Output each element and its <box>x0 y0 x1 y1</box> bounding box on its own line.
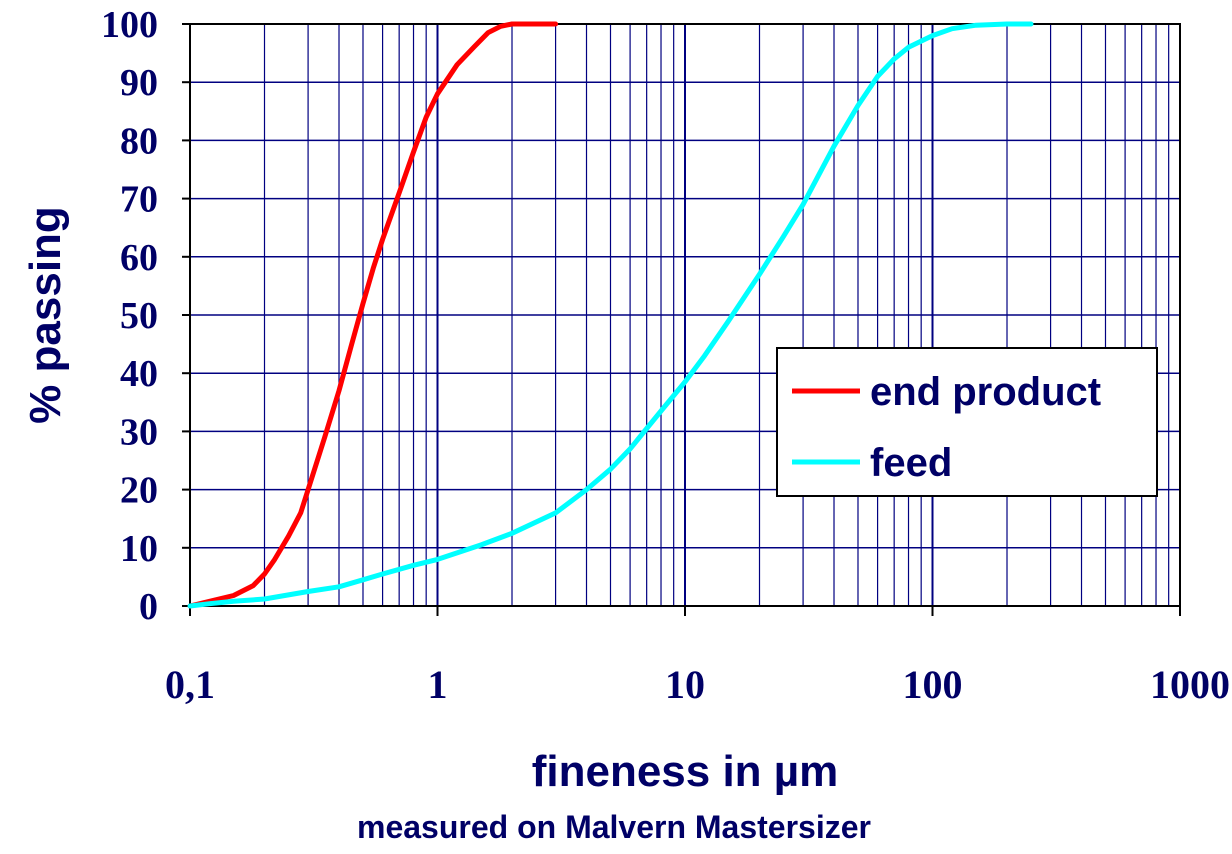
x-tick-labels: 0,1 1 10 100 1000 <box>165 606 1230 707</box>
y-tick-label: 80 <box>120 120 158 162</box>
y-tick-label: 50 <box>120 295 158 337</box>
y-tick-label: 60 <box>120 237 158 279</box>
y-tick-label: 40 <box>120 353 158 395</box>
grid-lines <box>189 23 1180 607</box>
y-axis-label: % passing <box>21 206 70 424</box>
legend-label-end-product: end product <box>870 370 1101 414</box>
y-tick-label: 20 <box>120 470 158 512</box>
y-tick-label: 0 <box>139 586 158 628</box>
x-tick-label: 1 <box>428 662 448 707</box>
y-tick-label: 30 <box>120 411 158 453</box>
legend-label-feed: feed <box>870 441 952 485</box>
y-tick-label: 90 <box>120 62 158 104</box>
series-lines <box>187 21 1034 609</box>
x-tick-label: 100 <box>903 662 963 707</box>
y-tick-label: 100 <box>101 4 158 46</box>
legend-box <box>776 347 1158 497</box>
y-tick-label: 10 <box>120 528 158 570</box>
y-tick-labels: 0 10 20 30 40 50 60 70 80 90 100 <box>101 4 190 628</box>
x-tick-label: 0,1 <box>165 662 215 707</box>
chart-subtitle: measured on Malvern Mastersizer <box>357 809 871 845</box>
legend: end product feed <box>776 347 1158 497</box>
series-line-end-product <box>187 21 559 609</box>
x-tick-label: 10 <box>665 662 705 707</box>
x-tick-label: 1000 <box>1150 662 1230 707</box>
y-tick-label: 70 <box>120 179 158 221</box>
x-axis-label: fineness in µm <box>532 747 839 796</box>
series-line-feed <box>187 21 1034 609</box>
